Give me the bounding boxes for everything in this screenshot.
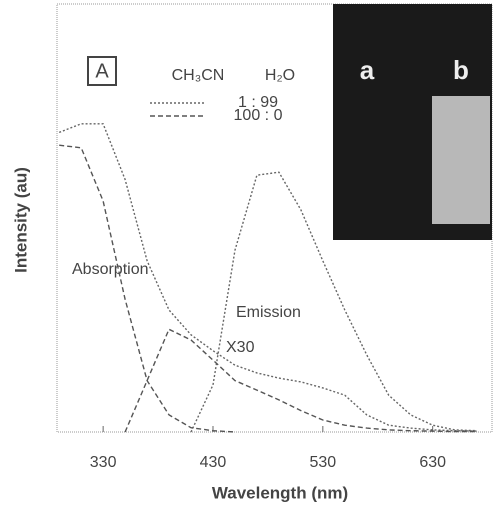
x-tick-label: 530 (309, 454, 336, 471)
glowing-vial (432, 96, 490, 224)
x-axis-label: Wavelength (nm) (212, 483, 348, 502)
x-tick-label: 330 (90, 454, 117, 471)
annotation: X30 (226, 339, 255, 356)
series-line (59, 144, 236, 433)
legend-label: 100 : 0 (234, 107, 283, 124)
annotation: Emission (236, 304, 301, 321)
annotation: Absorption (72, 261, 149, 278)
panel-label-box (87, 56, 117, 86)
series-line (58, 123, 477, 432)
x-tick-label: 630 (419, 454, 446, 471)
inset-label: a (360, 55, 375, 85)
panel-label: A (95, 60, 109, 82)
inset-label: b (453, 55, 469, 85)
y-axis-label: Intensity (au) (11, 167, 30, 273)
series-line (124, 328, 477, 433)
x-tick-label: 430 (200, 454, 227, 471)
series-line (190, 171, 477, 433)
legend-label: 1 : 99 (238, 94, 278, 111)
legend-header: H₂O (265, 67, 295, 84)
legend-header: CH₃CN (172, 67, 225, 84)
